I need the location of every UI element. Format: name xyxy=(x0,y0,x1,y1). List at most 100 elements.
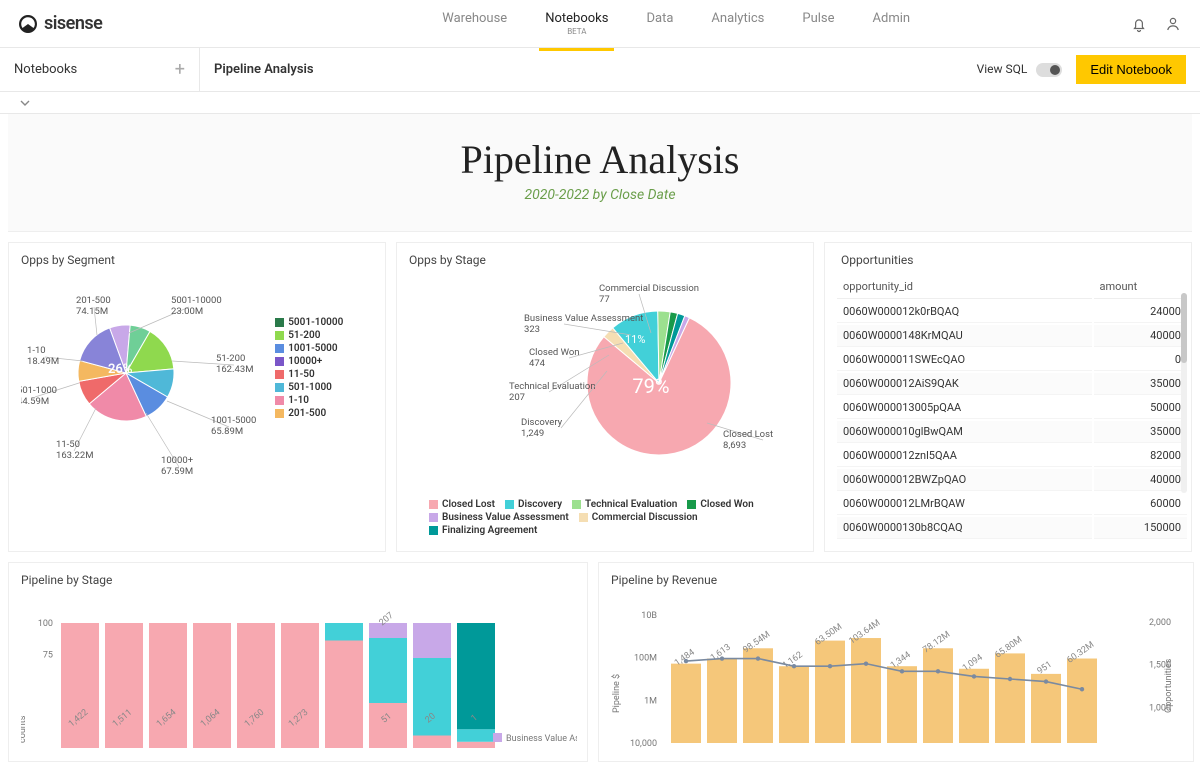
nav-link-notebooks[interactable]: NotebooksBETA xyxy=(545,0,608,50)
nav-link-pulse[interactable]: Pulse xyxy=(802,0,834,50)
logo[interactable]: sisense xyxy=(18,13,102,34)
svg-text:67.59M: 67.59M xyxy=(161,466,193,477)
svg-text:1,249: 1,249 xyxy=(521,428,544,439)
legend-item: Commercial Discussion xyxy=(579,512,698,523)
svg-text:Pipeline $: Pipeline $ xyxy=(611,674,622,713)
svg-text:474: 474 xyxy=(529,358,546,369)
legend-item: 1-10 xyxy=(275,395,363,406)
svg-text:Business Value Assessment: Business Value Assessment xyxy=(506,734,577,744)
nav-link-analytics[interactable]: Analytics xyxy=(711,0,764,50)
table-header[interactable]: amount xyxy=(1094,275,1187,299)
beta-badge: BETA xyxy=(545,27,608,36)
collapse-row[interactable] xyxy=(0,92,1200,114)
svg-text:201-500: 201-500 xyxy=(76,295,111,306)
svg-text:75: 75 xyxy=(43,650,53,660)
svg-text:1M: 1M xyxy=(644,696,657,706)
logo-icon xyxy=(18,14,38,34)
stage-legend: Closed LostDiscoveryTechnical Evaluation… xyxy=(409,497,801,540)
panel-opportunities: Opportunities opportunity_idamount0060W0… xyxy=(824,242,1192,552)
nav-link-warehouse[interactable]: Warehouse xyxy=(442,0,507,50)
notebooks-label: Notebooks xyxy=(14,62,77,77)
chevron-down-icon xyxy=(20,98,30,108)
legend-item: 201-500 xyxy=(275,408,363,419)
opportunities-table[interactable]: opportunity_idamount0060W000012k0rBQAQ24… xyxy=(835,273,1189,541)
toggle-icon xyxy=(1036,63,1062,77)
svg-text:Closed Won: Closed Won xyxy=(529,347,580,358)
legend-item: Business Value Assessment xyxy=(429,512,569,523)
legend-item: 10000+ xyxy=(275,356,363,367)
legend-item: Finalizing Agreement xyxy=(429,525,537,536)
view-sql-toggle[interactable]: View SQL xyxy=(977,62,1063,77)
segment-pie-chart: 26%201-50074.15M5001-1000023.00M51-20016… xyxy=(21,273,275,483)
panel-title: Opps by Segment xyxy=(21,253,373,267)
legend-item: 5001-10000 xyxy=(275,317,363,328)
legend-item: 501-1000 xyxy=(275,382,363,393)
segment-legend: 5001-10000 51-200 1001-5000 10000+ 11-50 501-… xyxy=(275,273,373,483)
svg-text:Closed Lost: Closed Lost xyxy=(723,429,773,440)
svg-text:10B: 10B xyxy=(641,611,657,621)
panel-title: Pipeline by Revenue xyxy=(611,573,1181,587)
svg-text:163.22M: 163.22M xyxy=(56,450,94,461)
add-notebook-icon[interactable]: + xyxy=(175,59,185,80)
svg-text:23.00M: 23.00M xyxy=(171,306,203,317)
legend-item: Closed Lost xyxy=(429,499,495,510)
table-row[interactable]: 0060W000011SWEcQAO0 xyxy=(837,349,1187,371)
svg-text:11%: 11% xyxy=(625,333,645,346)
table-header[interactable]: opportunity_id xyxy=(837,275,1092,299)
legend-item: Closed Won xyxy=(687,499,753,510)
svg-text:2,000: 2,000 xyxy=(1149,618,1171,628)
logo-text: sisense xyxy=(44,13,102,34)
svg-text:51-200: 51-200 xyxy=(216,353,245,364)
page-header: Pipeline Analysis 2020-2022 by Close Dat… xyxy=(8,114,1192,232)
panel-opps-by-segment: Opps by Segment 26%201-50074.15M5001-100… xyxy=(8,242,386,552)
svg-text:79%: 79% xyxy=(632,374,669,398)
table-row[interactable]: 0060W000013005pQAA50000 xyxy=(837,397,1187,419)
svg-text:1,500: 1,500 xyxy=(1149,661,1171,671)
legend-item: Discovery xyxy=(505,499,562,510)
svg-text:counts: counts xyxy=(21,715,28,743)
nav-link-data[interactable]: Data xyxy=(646,0,673,50)
svg-text:10000+: 10000+ xyxy=(161,455,193,466)
sub-bar: Notebooks + Pipeline Analysis View SQL E… xyxy=(0,48,1200,92)
svg-text:Business Value Assessment: Business Value Assessment xyxy=(524,313,643,324)
panel-title: Opportunities xyxy=(835,253,1189,267)
panel-pipeline-by-revenue: Pipeline by Revenue Pipeline $ 10B 100M 1M 1… xyxy=(598,562,1194,762)
svg-text:1001-5000: 1001-5000 xyxy=(211,415,256,426)
table-row[interactable]: 0060W0000148KrMQAU40000 xyxy=(837,325,1187,347)
svg-text:1-10: 1-10 xyxy=(27,345,46,356)
nav-link-admin[interactable]: Admin xyxy=(873,0,911,50)
svg-text:Discovery: Discovery xyxy=(521,417,563,428)
top-nav: sisense Warehouse NotebooksBETA Data Analyt… xyxy=(0,0,1200,48)
table-row[interactable]: 0060W000012LMrBQAW60000 xyxy=(837,493,1187,515)
svg-text:18.49M: 18.49M xyxy=(27,356,59,367)
table-row[interactable]: 0060W000012AiS9QAK35000 xyxy=(837,373,1187,395)
svg-text:100: 100 xyxy=(38,619,53,629)
svg-text:8,693: 8,693 xyxy=(723,440,746,451)
table-row[interactable]: 0060W000012k0rBQAQ24000 xyxy=(837,301,1187,323)
legend-item: 11-50 xyxy=(275,369,363,380)
panel-title: Pipeline by Stage xyxy=(21,573,575,587)
scrollbar[interactable] xyxy=(1181,293,1187,493)
bell-icon[interactable] xyxy=(1130,15,1148,33)
svg-text:77: 77 xyxy=(599,294,610,305)
nav-links: Warehouse NotebooksBETA Data Analytics Pulse… xyxy=(322,0,910,50)
svg-text:65.89M: 65.89M xyxy=(211,426,243,437)
user-icon[interactable] xyxy=(1164,15,1182,33)
panel-title: Opps by Stage xyxy=(409,253,801,267)
svg-text:100M: 100M xyxy=(634,654,657,664)
panel-opps-by-stage: Opps by Stage Commercial Discussion77Bus… xyxy=(396,242,814,552)
svg-text:207: 207 xyxy=(509,392,525,403)
legend-item: 1001-5000 xyxy=(275,343,363,354)
svg-text:501-1000: 501-1000 xyxy=(21,385,57,396)
edit-notebook-button[interactable]: Edit Notebook xyxy=(1076,55,1186,84)
stage-pie-chart: Commercial Discussion77Business Value As… xyxy=(409,273,803,493)
legend-item: 51-200 xyxy=(275,330,363,341)
svg-text:44.59M: 44.59M xyxy=(21,396,49,407)
pipeline-revenue-chart: Pipeline $10B100M1M10,000Opportunities2,… xyxy=(611,593,1181,753)
table-row[interactable]: 0060W0000130b8CQAQ150000 xyxy=(837,517,1187,539)
table-row[interactable]: 0060W000012znl5QAA82000 xyxy=(837,445,1187,467)
table-row[interactable]: 0060W000010glBwQAM35000 xyxy=(837,421,1187,443)
table-row[interactable]: 0060W000012BWZpQAO40000 xyxy=(837,469,1187,491)
pipeline-stage-chart: counts751001,4221,5111,6541,0641,7601,27… xyxy=(21,593,577,753)
svg-text:323: 323 xyxy=(524,324,540,335)
